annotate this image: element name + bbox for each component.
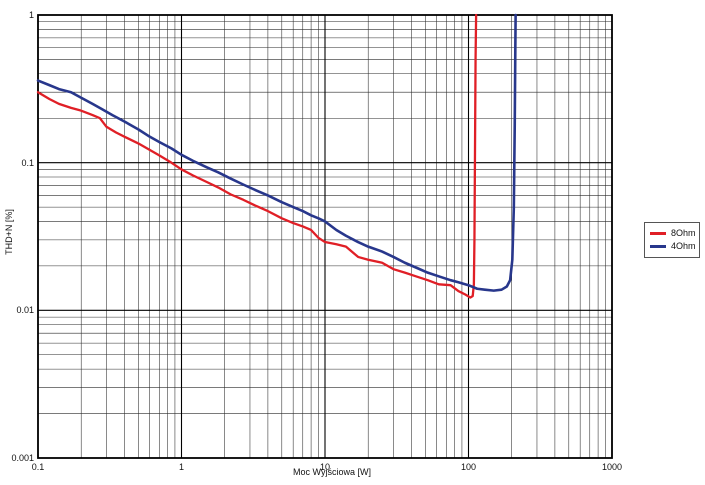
y-tick-0.1: 0.1 [21,157,34,168]
legend-label-8ohm: 8Ohm [671,228,696,238]
series-line-8ohm [36,13,478,299]
x-axis-title: Moc Wyjściowa [W] [293,467,371,477]
y-tick-0.01: 0.01 [16,305,34,316]
x-tick-1: 1 [178,462,185,472]
y-tick-0.001: 0.001 [11,453,34,463]
y-axis-title: THD+N [%] [4,209,14,255]
x-tick-0.1: 0.1 [31,462,45,472]
x-tick-100: 100 [460,462,477,472]
legend-item-4ohm: 4Ohm [650,240,696,253]
legend-item-8ohm: 8Ohm [650,227,696,240]
legend-swatch-4ohm [650,245,666,248]
legend-label-4ohm: 4Ohm [671,241,696,251]
series-line-4ohm [36,13,517,292]
x-tick-1000: 1000 [601,462,623,472]
legend-swatch-8ohm [650,232,666,235]
y-tick-1: 1 [28,10,34,20]
legend: 8Ohm 4Ohm [644,222,700,258]
x-tick-10: 10 [319,462,331,472]
